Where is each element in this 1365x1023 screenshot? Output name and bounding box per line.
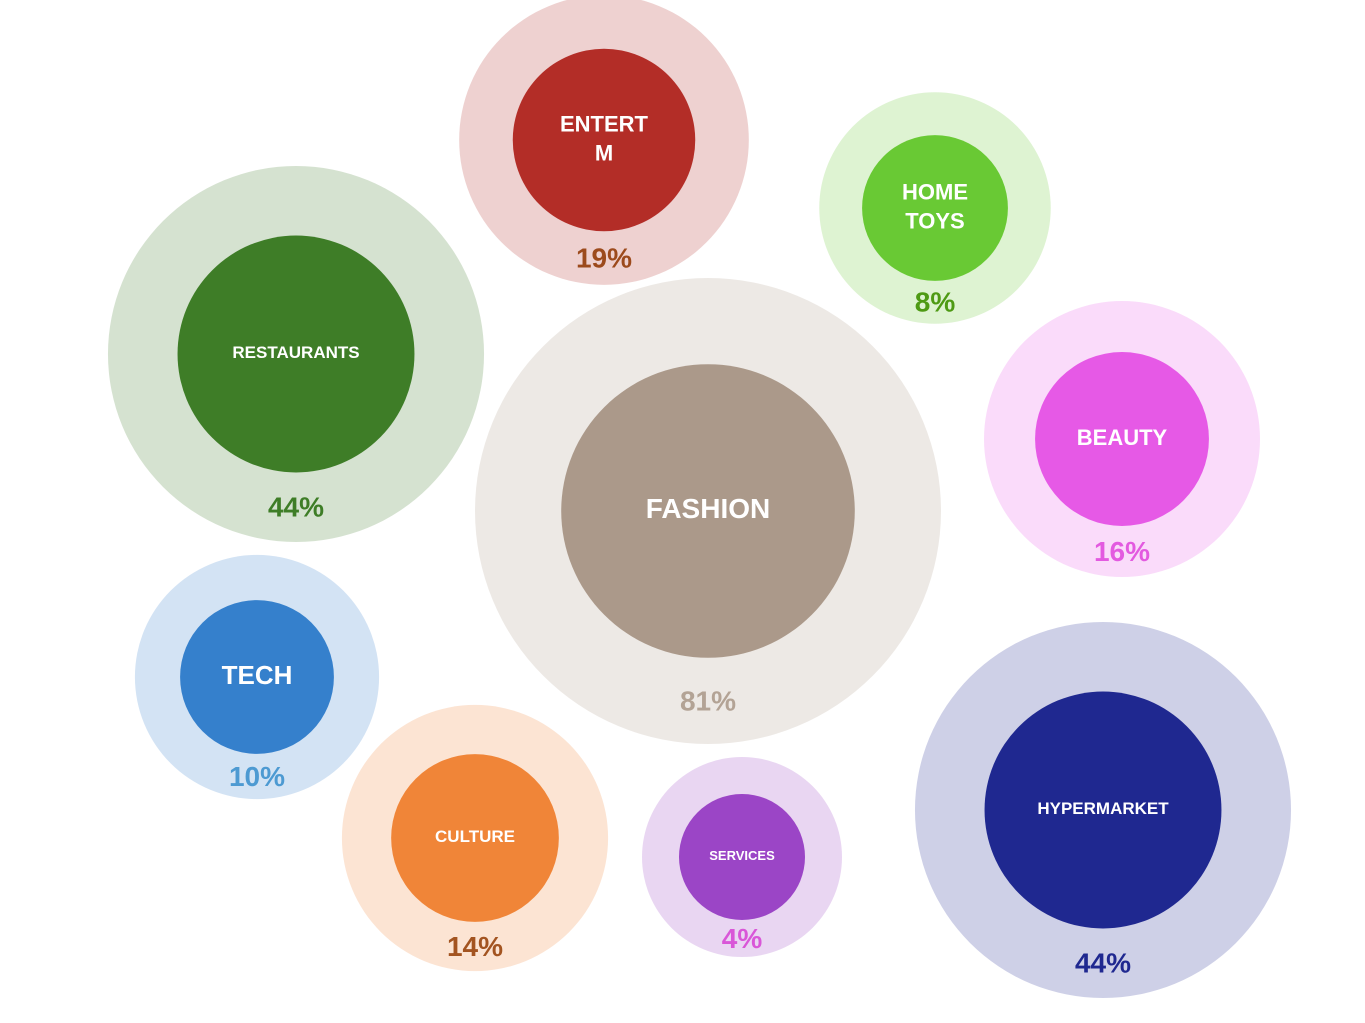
bubble-inner <box>862 135 1008 281</box>
bubble-label: HYPERMARKET <box>1037 799 1169 818</box>
label-line: M <box>595 140 613 165</box>
label-line: CULTURE <box>435 827 515 846</box>
value-label: 14% <box>447 931 503 962</box>
bubble-label: SERVICES <box>709 848 775 863</box>
value-label: 4% <box>722 923 763 954</box>
bubble-inner <box>391 754 559 922</box>
label-line: HOME <box>902 180 968 205</box>
bubble-inner <box>679 794 805 920</box>
value-label: 44% <box>1075 948 1131 979</box>
value-label: 81% <box>680 685 736 716</box>
bubble-inner <box>561 364 855 658</box>
value-label: 10% <box>229 761 285 792</box>
label-line: SERVICES <box>709 848 775 863</box>
bubble-label: HOME TOYS <box>902 180 968 234</box>
label-line: RESTAURANTS <box>232 343 359 362</box>
bubble-label: CULTURE <box>435 827 515 846</box>
label-line: BEAUTY <box>1077 425 1168 450</box>
value-label: 44% <box>268 492 324 523</box>
bubble-label: FASHION <box>646 493 770 524</box>
label-line: HYPERMARKET <box>1037 799 1169 818</box>
bubble-inner <box>984 691 1222 929</box>
label-line: ENTERT <box>560 112 649 137</box>
value-label: 19% <box>576 242 632 273</box>
bubble-inner <box>177 235 415 473</box>
bubble-inner <box>180 600 334 754</box>
label-line: FASHION <box>646 493 770 524</box>
bubble-label: TECH <box>222 660 293 690</box>
label-line: TOYS <box>905 208 965 233</box>
bubble-inner <box>1035 352 1209 526</box>
bubble-inner <box>512 48 696 232</box>
value-label: 8% <box>915 287 956 318</box>
bubble-label: BEAUTY <box>1077 425 1168 450</box>
value-label: 16% <box>1094 536 1150 567</box>
bubble-label: ENTERT M <box>560 112 649 166</box>
bubble-label: RESTAURANTS <box>232 343 359 362</box>
label-line: TECH <box>222 660 293 690</box>
